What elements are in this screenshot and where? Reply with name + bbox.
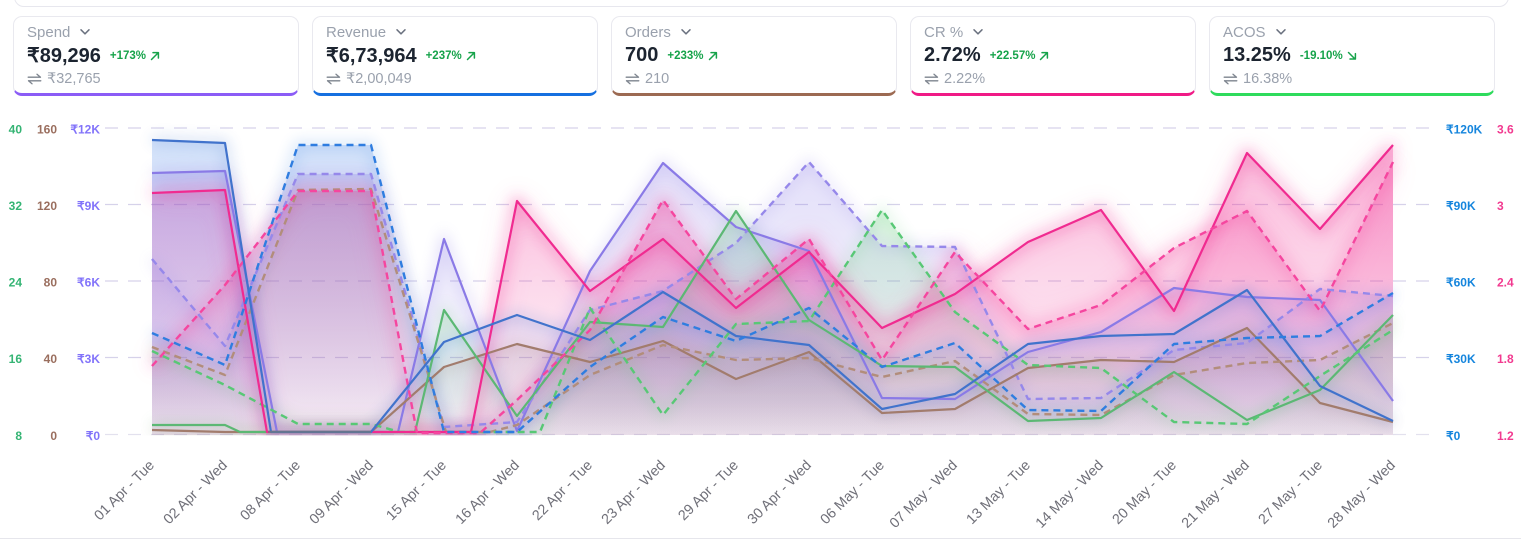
svg-text:₹90K: ₹90K: [1446, 199, 1476, 213]
svg-text:₹60K: ₹60K: [1446, 275, 1476, 289]
svg-text:13 May - Tue: 13 May - Tue: [964, 457, 1034, 527]
svg-text:30 Apr - Wed: 30 Apr - Wed: [745, 457, 815, 527]
svg-text:06 May - Tue: 06 May - Tue: [818, 457, 888, 527]
svg-text:160: 160: [37, 122, 57, 136]
svg-text:40: 40: [44, 352, 58, 366]
svg-text:27 May - Tue: 27 May - Tue: [1256, 457, 1326, 527]
svg-text:₹3K: ₹3K: [77, 352, 100, 366]
svg-text:₹12K: ₹12K: [70, 122, 100, 136]
svg-text:09 Apr - Wed: 09 Apr - Wed: [307, 457, 377, 527]
svg-text:20 May - Tue: 20 May - Tue: [1110, 457, 1180, 527]
svg-text:21 May - Wed: 21 May - Wed: [1179, 457, 1253, 531]
svg-text:08 Apr - Tue: 08 Apr - Tue: [237, 457, 303, 523]
svg-text:₹120K: ₹120K: [1446, 122, 1483, 136]
svg-text:15 Apr - Tue: 15 Apr - Tue: [383, 457, 449, 523]
svg-text:3: 3: [1497, 199, 1504, 213]
svg-text:0: 0: [50, 429, 57, 443]
svg-text:07 May - Wed: 07 May - Wed: [887, 457, 961, 531]
svg-text:₹6K: ₹6K: [77, 275, 100, 289]
svg-text:16: 16: [9, 352, 23, 366]
svg-text:₹0: ₹0: [86, 429, 101, 443]
svg-text:40: 40: [9, 122, 23, 136]
svg-text:3.6: 3.6: [1497, 122, 1514, 136]
svg-text:32: 32: [9, 199, 23, 213]
svg-text:23 Apr - Wed: 23 Apr - Wed: [599, 457, 669, 527]
svg-text:28 May - Wed: 28 May - Wed: [1325, 457, 1399, 531]
svg-text:80: 80: [44, 275, 58, 289]
svg-text:1.8: 1.8: [1497, 352, 1514, 366]
svg-text:120: 120: [37, 199, 57, 213]
svg-text:2.4: 2.4: [1497, 275, 1514, 289]
svg-text:22 Apr - Tue: 22 Apr - Tue: [529, 457, 595, 523]
svg-text:₹30K: ₹30K: [1446, 352, 1476, 366]
svg-text:₹0: ₹0: [1446, 429, 1461, 443]
svg-text:14 May - Wed: 14 May - Wed: [1033, 457, 1107, 531]
svg-text:₹9K: ₹9K: [77, 199, 100, 213]
svg-text:8: 8: [15, 429, 22, 443]
svg-text:29 Apr - Tue: 29 Apr - Tue: [675, 457, 741, 523]
svg-text:02 Apr - Wed: 02 Apr - Wed: [161, 457, 231, 527]
svg-text:01 Apr - Tue: 01 Apr - Tue: [91, 457, 157, 523]
svg-text:24: 24: [9, 275, 23, 289]
svg-text:1.2: 1.2: [1497, 429, 1514, 443]
svg-text:16 Apr - Wed: 16 Apr - Wed: [453, 457, 523, 527]
